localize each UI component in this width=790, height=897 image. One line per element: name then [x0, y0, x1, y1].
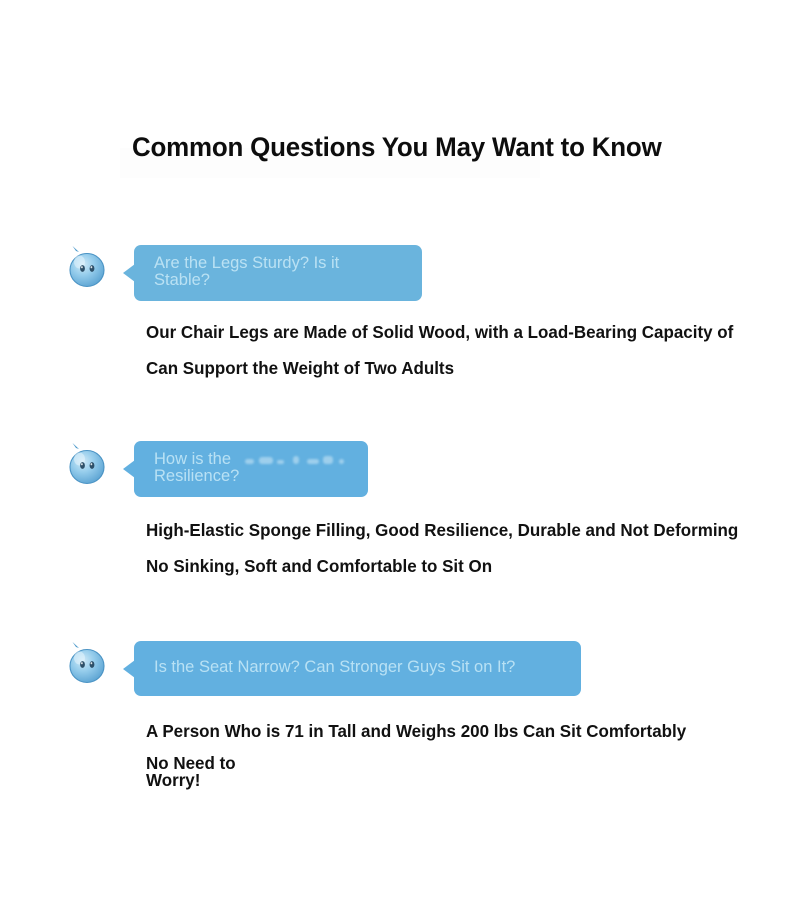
- top-faint-band: [120, 148, 540, 178]
- answer-line-1-2: Can Support the Weight of Two Adults: [146, 358, 455, 378]
- bubble-tail-icon: [123, 264, 135, 282]
- answer-line-2-1: High-Elastic Sponge Filling, Good Resili…: [146, 520, 739, 540]
- question-text-3: Is the Seat Narrow? Can Stronger Guys Si…: [154, 658, 516, 676]
- bubble-tail-icon: [123, 659, 135, 678]
- bubble-tail-icon: [123, 460, 135, 478]
- answer-line-3-2: No Need to: [146, 753, 236, 773]
- answer-line-1-1: Our Chair Legs are Made of Solid Wood, w…: [146, 322, 734, 342]
- blue-droplet-face-icon: [66, 245, 108, 291]
- page-title: Common Questions You May Want to Know: [132, 132, 662, 163]
- answer-line-3-3: Worry!: [146, 770, 201, 790]
- question-bubble-2[interactable]: How is the Resilience?: [123, 441, 368, 497]
- answer-line-3-1: A Person Who is 71 in Tall and Weighs 20…: [146, 721, 687, 741]
- question-text-1: Are the Legs Sturdy? Is it Stable?: [154, 254, 340, 289]
- blue-droplet-face-icon: [66, 442, 108, 488]
- blue-droplet-face-icon: [66, 641, 108, 687]
- question-bubble-3[interactable]: Is the Seat Narrow? Can Stronger Guys Si…: [123, 641, 581, 696]
- question-bubble-1[interactable]: Are the Legs Sturdy? Is it Stable?: [123, 245, 422, 301]
- answer-line-2-2: No Sinking, Soft and Comfortable to Sit …: [146, 556, 493, 576]
- question-text-2: How is the Resilience?: [154, 450, 240, 485]
